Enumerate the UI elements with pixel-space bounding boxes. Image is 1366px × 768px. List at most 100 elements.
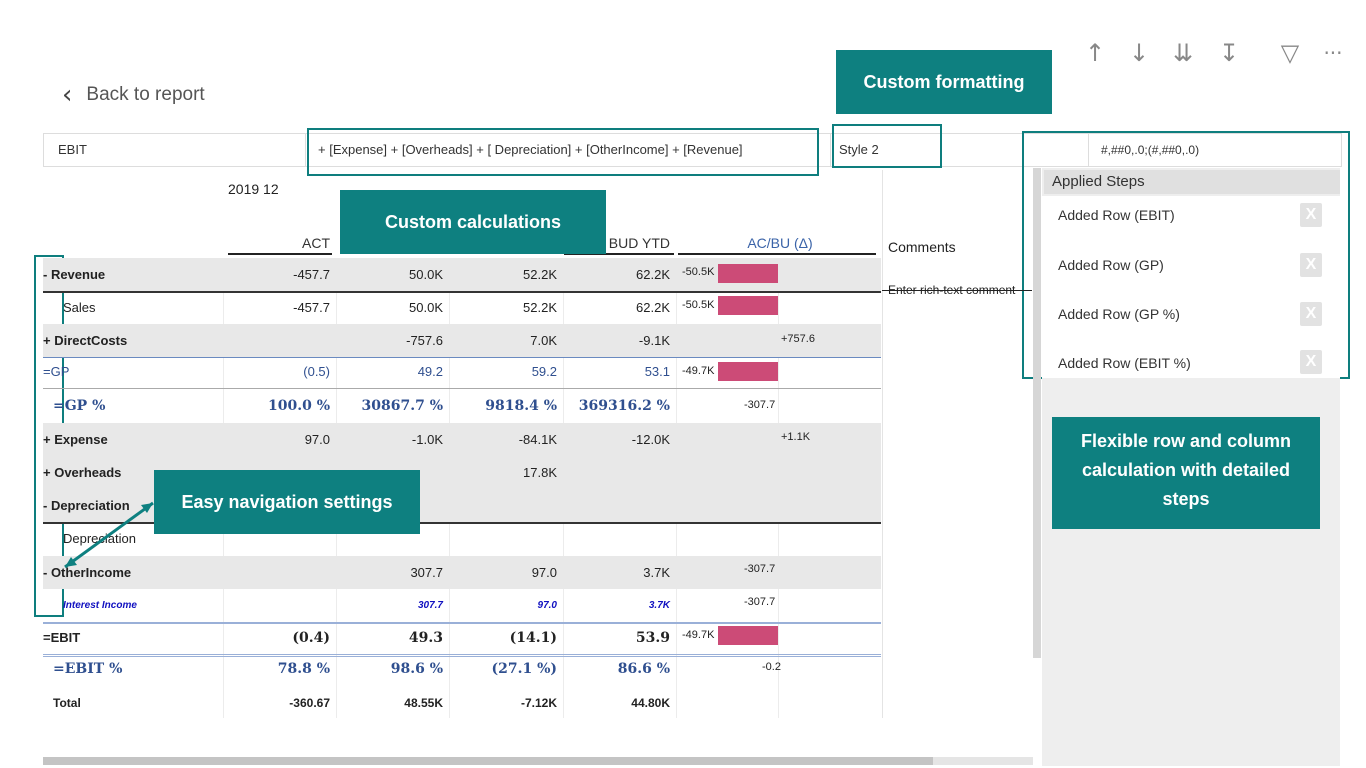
delta-bar (718, 626, 778, 645)
period-header: 2019 12 (228, 181, 279, 197)
cell: 97.0 (537, 600, 557, 611)
flexible-calculation-callout: Flexible row and column calculation with… (1052, 417, 1320, 529)
table-row[interactable]: - OtherIncome 307.7 97.0 3.7K (43, 556, 881, 589)
cell: -9.1K (638, 333, 670, 348)
cell: (0.4) (292, 629, 330, 646)
delta-bar (718, 296, 778, 315)
remove-step-button[interactable]: X (1300, 203, 1322, 227)
cell: -1.0K (411, 432, 443, 447)
more-options-icon[interactable]: ··· (1323, 41, 1343, 65)
scrollbar-thumb[interactable] (43, 757, 933, 765)
cell: 307.7 (417, 600, 443, 611)
cell: 3.7K (643, 565, 670, 580)
step-item[interactable]: Added Row (EBIT) (1058, 207, 1175, 223)
cell: (27.1 %) (491, 660, 557, 677)
delta-label: -307.7 (744, 399, 776, 411)
cell: (14.1) (509, 629, 557, 646)
cell: 62.2K (636, 267, 670, 282)
cell: 98.6 % (390, 660, 443, 677)
chevron-left-icon: ‹ (62, 80, 73, 110)
table-row[interactable]: + DirectCosts -757.6 7.0K -9.1K (43, 324, 881, 358)
filter-icon[interactable]: ▽ (1280, 39, 1300, 67)
delta-label: -307.7 (744, 596, 776, 608)
row-label-overheads[interactable]: + Overheads (43, 465, 122, 480)
cell: 100.0 % (267, 397, 330, 414)
table-row[interactable]: Interest Income 307.7 97.0 3.7K (43, 589, 881, 624)
cell: 53.9 (635, 629, 670, 646)
row-label-directcosts[interactable]: + DirectCosts (43, 333, 128, 348)
horizontal-scrollbar[interactable] (43, 757, 1033, 765)
easy-navigation-callout: Easy navigation settings (154, 470, 420, 534)
table-row[interactable]: =EBIT (0.4) 49.3 (14.1) 53.9 (43, 621, 881, 657)
remove-step-button[interactable]: X (1300, 302, 1322, 326)
style-field[interactable]: Style 2 (830, 133, 1088, 167)
cell: 17.8K (523, 465, 557, 480)
cell: -12.0K (631, 432, 670, 447)
custom-calculations-callout: Custom calculations (340, 190, 606, 254)
expand-hierarchy-icon[interactable]: ↧ (1218, 39, 1240, 67)
format-field[interactable]: #,##0,.0;(#,##0,.0) (1088, 133, 1342, 167)
row-label-gp: =GP (43, 364, 70, 379)
delta-label: -50.5K (682, 299, 715, 311)
back-label: Back to report (86, 84, 205, 105)
cell: 59.2 (531, 364, 557, 379)
col-bud-ytd: BUD YTD (608, 235, 670, 251)
row-label-gp-pct: =GP % (53, 397, 106, 414)
cell: 369316.2 % (578, 397, 670, 414)
delta-label: -49.7K (682, 629, 715, 641)
cell: 62.2K (636, 300, 670, 315)
delta-label: -50.5K (682, 266, 715, 278)
cell: 52.2K (523, 267, 557, 282)
step-item[interactable]: Added Row (GP %) (1058, 306, 1180, 322)
arrow-down-icon[interactable]: ↓ (1128, 39, 1150, 67)
table-row[interactable]: Sales -457.7 50.0K 52.2K 62.2K (43, 291, 881, 324)
row-label-ebit-pct: =EBIT % (53, 660, 123, 677)
cell: -84.1K (518, 432, 557, 447)
cell: 48.55K (404, 695, 443, 710)
row-name-field[interactable]: EBIT (43, 133, 305, 167)
step-item[interactable]: Added Row (EBIT %) (1058, 355, 1191, 371)
custom-formatting-callout: Custom formatting (836, 50, 1052, 114)
col-ac-bu: AC/BU (Δ) (747, 235, 813, 251)
double-arrow-down-icon[interactable]: ⇊ (1172, 39, 1194, 67)
col-acbu-underline (678, 253, 876, 255)
row-label-depreciation[interactable]: - Depreciation (43, 498, 130, 513)
row-label-expense[interactable]: + Expense (43, 432, 108, 447)
cell: 53.1 (644, 364, 670, 379)
cell: -457.7 (293, 267, 330, 282)
delta-bar (718, 362, 778, 381)
table-row[interactable]: =GP % 100.0 % 30867.7 % 9818.4 % 369316.… (43, 389, 881, 422)
row-label-otherincome[interactable]: - OtherIncome (43, 565, 132, 580)
comments-hline (882, 290, 1032, 291)
step-item[interactable]: Added Row (GP) (1058, 257, 1164, 273)
style-highlight (832, 124, 942, 168)
delta-label: +1.1K (781, 431, 811, 443)
cell: 49.2 (417, 364, 443, 379)
cell: 30867.7 % (361, 397, 444, 414)
delta-label: -307.7 (744, 563, 776, 575)
table-row[interactable]: =EBIT % 78.8 % 98.6 % (27.1 %) 86.6 % (43, 652, 881, 685)
arrow-up-icon[interactable]: ↑ (1084, 39, 1106, 67)
cell: 78.8 % (277, 660, 330, 677)
remove-step-button[interactable]: X (1300, 350, 1322, 374)
cell: -360.67 (289, 695, 330, 710)
comments-header: Comments (888, 239, 956, 255)
table-row[interactable]: Total -360.67 48.55K -7.12K 44.80K (43, 686, 881, 719)
col-act-underline (228, 253, 332, 255)
expression-field[interactable]: + [Expense] + [Overheads] + [ Depreciati… (305, 133, 830, 167)
remove-step-button[interactable]: X (1300, 253, 1322, 277)
delta-label: -49.7K (682, 365, 715, 377)
cell: -7.12K (520, 695, 557, 710)
cell: 50.0K (409, 300, 443, 315)
row-label-revenue[interactable]: - Revenue (43, 267, 106, 282)
vertical-scrollbar[interactable] (1033, 168, 1041, 658)
applied-steps-title: Applied Steps (1044, 170, 1340, 194)
delta-bar (718, 264, 778, 283)
table-row[interactable]: + Expense 97.0 -1.0K -84.1K -12.0K (43, 423, 881, 456)
col-bud-underline (564, 253, 674, 255)
cell: 3.7K (648, 600, 670, 611)
table-row[interactable]: Depreciation (43, 522, 881, 555)
table-row[interactable]: =GP (0.5) 49.2 59.2 53.1 (43, 355, 881, 389)
delta-label: -0.2 (762, 661, 781, 673)
back-to-report-button[interactable]: ‹ Back to report (62, 80, 205, 110)
